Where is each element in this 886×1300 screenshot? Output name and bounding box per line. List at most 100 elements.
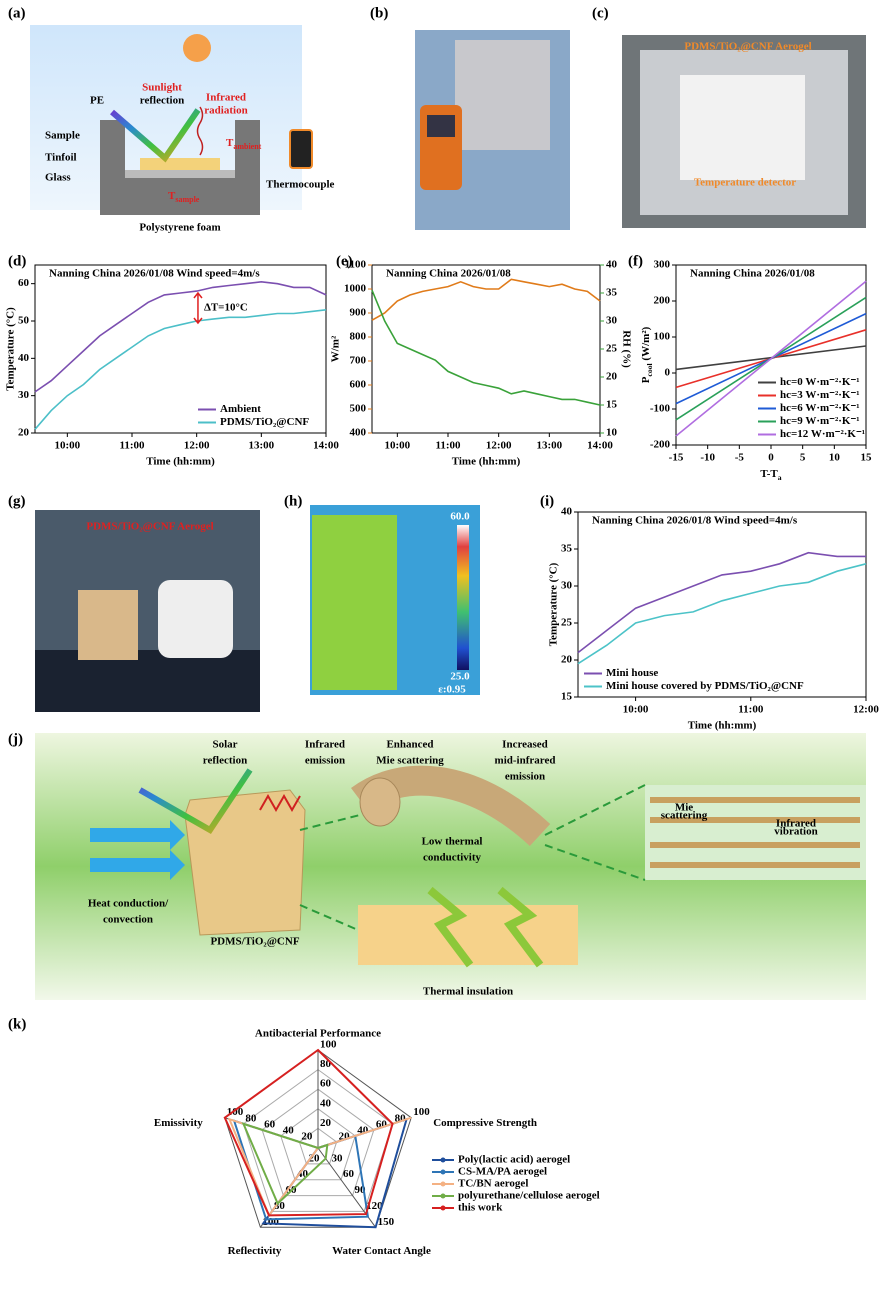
y2-axis-label: RH (%)	[620, 330, 632, 368]
panel-label: (h)	[284, 493, 302, 509]
thermocouple-icon	[289, 129, 313, 169]
label: Infrared	[305, 739, 345, 751]
label: convection	[103, 914, 153, 926]
y-tick-label: 200	[654, 295, 671, 307]
fiber-end	[359, 777, 401, 827]
zoom-lines	[299, 784, 646, 931]
tick-label: 60	[264, 1118, 276, 1130]
y-tick-label: 35	[561, 543, 573, 555]
grid-ring	[242, 1068, 394, 1212]
series-line	[577, 563, 867, 665]
x-axis-label: Time (hh:mm)	[146, 456, 215, 468]
covered-house	[158, 580, 233, 658]
y-axis-label-part: cool	[645, 363, 654, 376]
label: Solar	[212, 739, 237, 751]
y-axis-label: Pcool (W/m²)	[640, 326, 655, 383]
floor	[35, 650, 260, 712]
y-tick-label: 30	[18, 389, 30, 401]
sample	[140, 158, 220, 170]
tick-label: 60	[343, 1168, 355, 1180]
legend-marker	[440, 1205, 446, 1211]
y-tick-label: 1100	[345, 259, 367, 271]
series-line	[34, 280, 327, 393]
legend-label: PDMS/TiO₂@CNF	[220, 416, 309, 428]
legend-marker	[440, 1181, 446, 1187]
x-tick-label: 10:00	[384, 440, 410, 452]
legend-label: hc=9 W·m⁻²·K⁻¹	[780, 415, 860, 427]
axis-name: Emissivity	[154, 1117, 203, 1129]
tick-label: 100	[413, 1106, 430, 1118]
x-tick-label: 11:00	[738, 704, 764, 716]
y-tick-label: 0	[665, 367, 671, 379]
label: emission	[505, 771, 545, 783]
insulation-arrows	[427, 886, 544, 968]
label: Sunlight	[142, 82, 182, 94]
y-tick-label: 300	[654, 259, 671, 271]
y-axis-label: Temperature (°C)	[5, 307, 17, 391]
x-axis-label: Time (hh:mm)	[452, 456, 521, 468]
axis-name: Reflectivity	[228, 1245, 282, 1257]
y-tick-label: 20	[606, 371, 618, 383]
annotation-arrow	[193, 291, 203, 325]
tick-label: 40	[357, 1124, 369, 1136]
chart-title: Nanning China 2026/01/08	[690, 268, 815, 280]
plot-frame	[371, 264, 601, 434]
panel-label: (k)	[8, 1016, 26, 1032]
panel-label: (e)	[336, 253, 353, 269]
tick-label: 20	[301, 1130, 313, 1142]
legend-label: hc=12 W·m⁻²·K⁻¹	[780, 428, 865, 440]
label: Increased	[502, 739, 548, 751]
annotation: ΔT=10°C	[204, 302, 248, 314]
y-tick-label: 10	[606, 427, 618, 439]
label: Infrared	[206, 92, 246, 104]
panel-label: (g)	[8, 493, 26, 509]
tick-label: 100	[227, 1106, 244, 1118]
label: Tinfoil	[45, 152, 77, 164]
tick-label: 80	[245, 1112, 257, 1124]
label: Enhanced	[386, 739, 433, 751]
label: Thermocouple	[266, 179, 335, 191]
label: Tambient	[226, 137, 262, 152]
colorbar	[457, 525, 469, 670]
x-tick-label: 12:00	[184, 440, 210, 452]
y-tick-label: 1000	[344, 283, 367, 295]
y-tick-label: 100	[654, 331, 671, 343]
aerogel	[680, 75, 805, 180]
legend-label: Ambient	[220, 403, 261, 415]
x-tick-label: 14:00	[587, 440, 613, 452]
label: mid-infrared	[495, 755, 556, 767]
grid-ring	[298, 1127, 338, 1165]
tick-label: 60	[320, 1078, 332, 1090]
panel-label: (j)	[8, 731, 23, 747]
chart-title: Nanning China 2026/01/08	[386, 268, 511, 280]
y-tick-label: 60	[18, 277, 30, 289]
x-tick-label: 12:00	[853, 704, 879, 716]
foil-box	[455, 40, 550, 150]
series-polygon	[223, 1048, 394, 1217]
label: 25.0	[450, 671, 470, 683]
tick-label: 120	[366, 1200, 383, 1212]
foam-box	[100, 120, 260, 215]
x-axis-label-part: T-T	[760, 468, 778, 480]
label: reflection	[140, 95, 184, 107]
panel-label: (d)	[8, 253, 26, 269]
label: Temperature detector	[694, 177, 796, 189]
series-line	[371, 278, 601, 321]
legend-label: polyurethane/cellulose aerogel	[458, 1190, 600, 1202]
x-tick-label: 11:00	[435, 440, 461, 452]
tick-label: 20	[339, 1130, 351, 1142]
house	[78, 590, 138, 660]
heat-arrows	[90, 820, 185, 880]
y-axis-label-part: (W/m²)	[640, 326, 652, 363]
label-part: ambient	[233, 142, 261, 151]
meter-screen	[427, 115, 455, 137]
tick-label: 20	[308, 1152, 320, 1164]
label-part: T	[168, 190, 176, 202]
label: Tsample	[168, 190, 200, 205]
x-axis-label: Time (hh:mm)	[688, 720, 757, 732]
y-tick-label: 30	[561, 580, 573, 592]
x-tick-label: 14:00	[313, 440, 339, 452]
x-tick-label: 10	[829, 452, 841, 464]
legend-label: this work	[458, 1202, 503, 1214]
tick-label: 80	[274, 1200, 286, 1212]
